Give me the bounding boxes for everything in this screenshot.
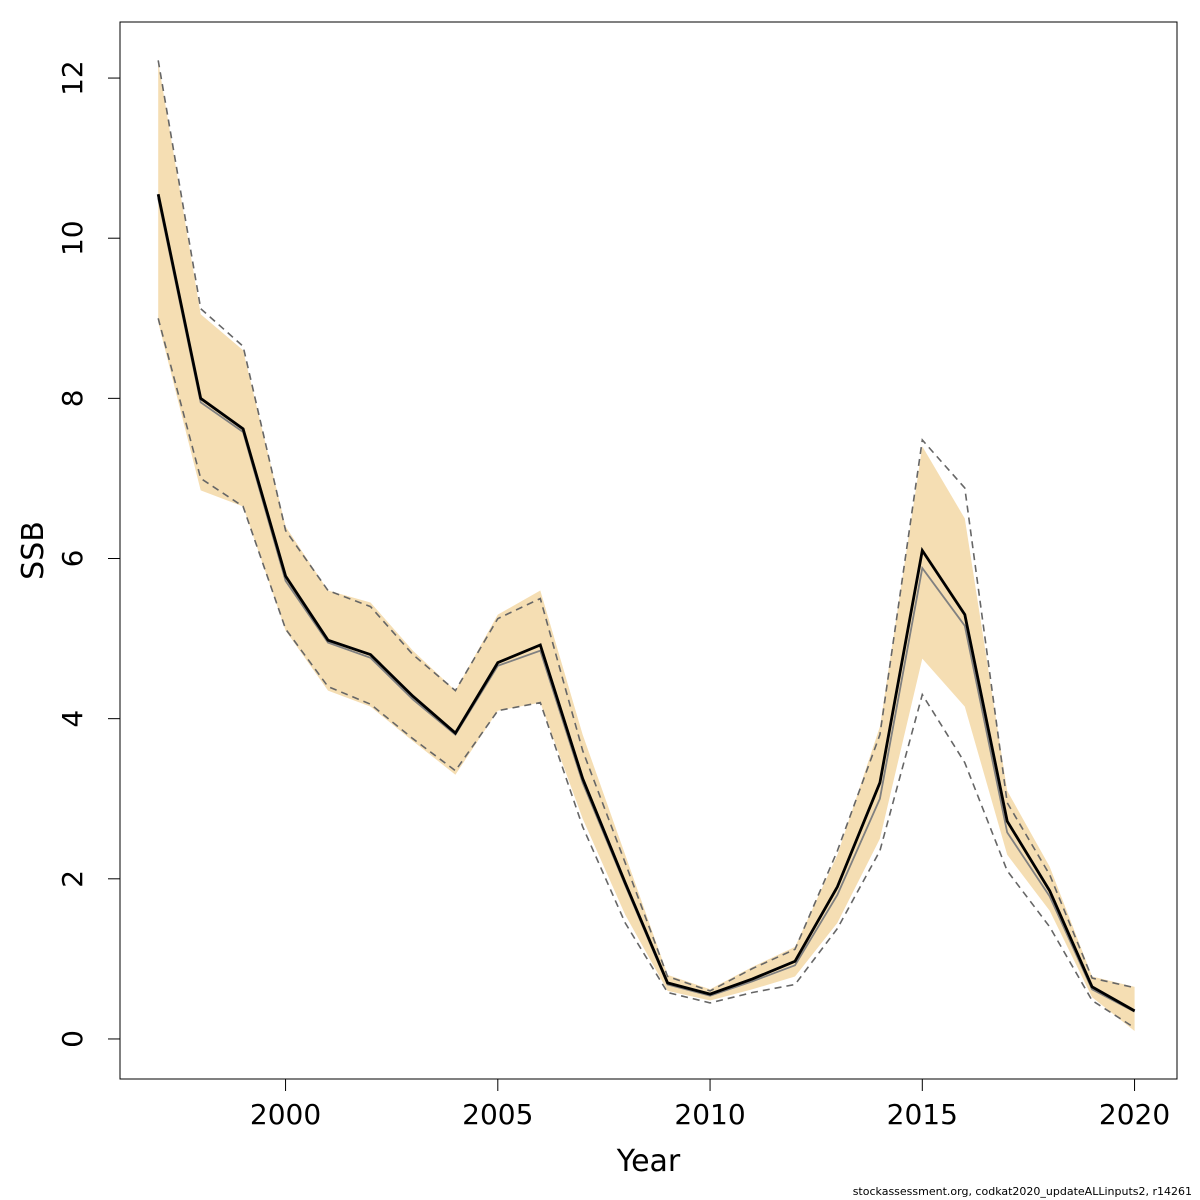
y-tick-label: 10 [56,220,89,256]
y-tick-label: 2 [56,870,89,888]
y-tick-label: 12 [56,60,89,96]
estimate-line [156,193,1136,1013]
x-axis: 2000 2005 2010 2015 2020 [250,1078,1170,1131]
dashed-lower-line [157,318,1136,1029]
footnote: stockassessment.org, codkat2020_updateAL… [852,1185,1192,1198]
x-tick-label: 2005 [462,1098,533,1131]
x-axis-title: Year [616,1144,681,1179]
x-tick-label: 2000 [250,1098,321,1131]
dashed-upper-line [157,60,1135,992]
y-tick-label: 4 [56,710,89,728]
y-axis: 0 2 4 6 8 10 12 [56,60,121,1048]
series-lines-layer [156,60,1136,1029]
confidence-band [158,62,1135,1031]
x-tick-label: 2015 [887,1098,958,1131]
y-tick-label: 8 [56,389,89,407]
y-tick-label: 0 [56,1030,89,1048]
x-tick-label: 2010 [674,1098,745,1131]
confidence-band-layer [158,62,1135,1031]
x-tick-label: 2020 [1099,1098,1170,1131]
y-tick-label: 6 [56,550,89,568]
y-axis-title: SSB [16,521,51,580]
